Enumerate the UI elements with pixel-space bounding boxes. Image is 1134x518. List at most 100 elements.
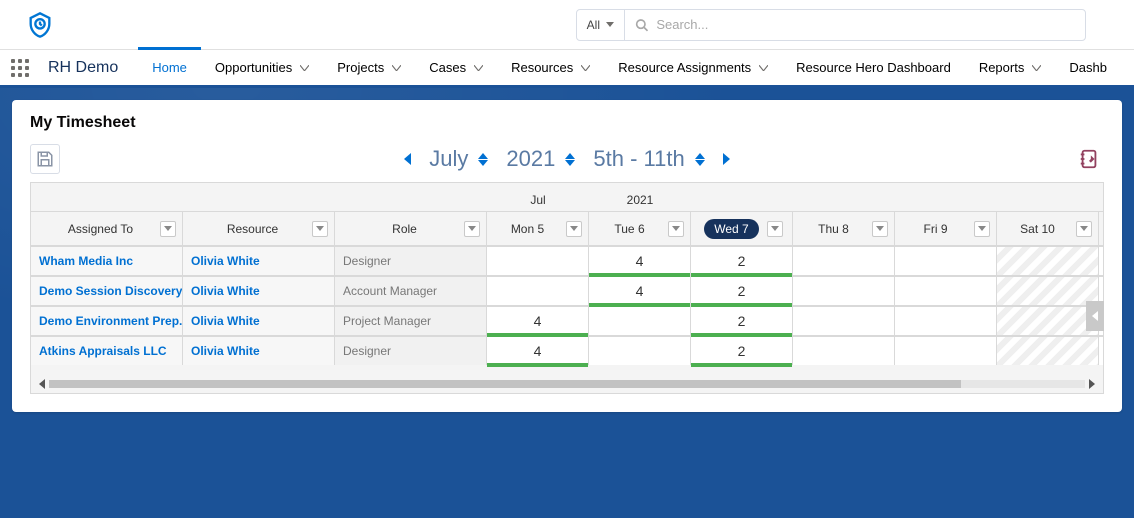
- timesheet-cell[interactable]: [997, 277, 1099, 305]
- column-header-label: Fri 9: [905, 222, 966, 236]
- timesheet-cell[interactable]: [793, 247, 895, 275]
- hscroll-right-button[interactable]: [1089, 379, 1095, 389]
- timesheet-cell[interactable]: [793, 307, 895, 335]
- period-next-button[interactable]: [723, 153, 730, 165]
- assigned-to-link[interactable]: Demo Environment Prep...: [31, 307, 183, 335]
- column-header-day[interactable]: Wed 7: [691, 212, 793, 245]
- notebook-icon: [1078, 148, 1100, 170]
- nav-tab-resource-assignments[interactable]: Resource Assignments: [604, 50, 782, 85]
- nav-tab-resource-hero-dashboard[interactable]: Resource Hero Dashboard: [782, 50, 965, 85]
- resource-link[interactable]: Olivia White: [183, 277, 335, 305]
- resource-link[interactable]: Olivia White: [183, 307, 335, 335]
- range-spinner[interactable]: [695, 153, 705, 166]
- search-scope-select[interactable]: All: [577, 10, 625, 40]
- chevron-down-icon: [1080, 226, 1088, 231]
- role-cell: Designer: [335, 337, 487, 365]
- assigned-to-link[interactable]: Demo Session Discovery: [31, 277, 183, 305]
- nav-tab-label: Projects: [337, 60, 384, 75]
- filter-button[interactable]: [1076, 221, 1092, 237]
- table-row: Wham Media IncOlivia WhiteDesigner 42: [31, 245, 1103, 275]
- column-header-day[interactable]: Mon 5: [487, 212, 589, 245]
- filter-button[interactable]: [160, 221, 176, 237]
- column-header-day[interactable]: Thu 8: [793, 212, 895, 245]
- timesheet-cell[interactable]: 4: [487, 337, 589, 365]
- column-header-role[interactable]: Role: [335, 212, 487, 245]
- timesheet-cell[interactable]: [997, 307, 1099, 335]
- timesheet-cell[interactable]: 2: [691, 277, 793, 305]
- timesheet-cell[interactable]: [997, 247, 1099, 275]
- timesheet-cell[interactable]: [895, 307, 997, 335]
- nav-tab-opportunities[interactable]: Opportunities: [201, 50, 323, 85]
- nav-tab-projects[interactable]: Projects: [323, 50, 415, 85]
- filter-button[interactable]: [767, 221, 783, 237]
- nav-tab-label: Resource Hero Dashboard: [796, 60, 951, 75]
- filter-button[interactable]: [974, 221, 990, 237]
- column-header-assigned-to[interactable]: Assigned To: [31, 212, 183, 245]
- resource-link[interactable]: Olivia White: [183, 247, 335, 275]
- nav-tab-reports[interactable]: Reports: [965, 50, 1056, 85]
- chevron-down-icon: [1032, 65, 1041, 71]
- role-cell: Designer: [335, 247, 487, 275]
- chevron-left-icon: [1092, 311, 1098, 321]
- filter-button[interactable]: [668, 221, 684, 237]
- chevron-down-icon: [474, 65, 483, 71]
- filter-button[interactable]: [464, 221, 480, 237]
- filter-button[interactable]: [872, 221, 888, 237]
- assigned-to-link[interactable]: Atkins Appraisals LLC: [31, 337, 183, 365]
- role-cell: Project Manager: [335, 307, 487, 335]
- column-header-day[interactable]: Sat 10: [997, 212, 1099, 245]
- nav-tab-home[interactable]: Home: [138, 50, 201, 85]
- waffle-icon: [11, 59, 29, 77]
- timesheet-cell[interactable]: [895, 337, 997, 365]
- settings-button[interactable]: [1074, 144, 1104, 174]
- timesheet-cell[interactable]: [793, 337, 895, 365]
- timesheet-cell[interactable]: [997, 337, 1099, 365]
- filter-button[interactable]: [312, 221, 328, 237]
- hscroll-track[interactable]: [49, 380, 1085, 388]
- period-range-label: 5th - 11th: [593, 146, 684, 172]
- search-input[interactable]: [656, 17, 1075, 32]
- timesheet-cell[interactable]: [793, 277, 895, 305]
- timesheet-cell[interactable]: [895, 277, 997, 305]
- period-month-label: July: [429, 146, 468, 172]
- column-header-day[interactable]: Fri 9: [895, 212, 997, 245]
- chevron-up-icon: [478, 153, 488, 159]
- timesheet-cell[interactable]: 4: [589, 247, 691, 275]
- column-header-resource[interactable]: Resource: [183, 212, 335, 245]
- month-spinner[interactable]: [478, 153, 488, 166]
- nav-tab-label: Dashb: [1069, 60, 1107, 75]
- timesheet-cell[interactable]: [895, 247, 997, 275]
- save-button[interactable]: [30, 144, 60, 174]
- hscroll-thumb[interactable]: [49, 380, 961, 388]
- column-header-label: Tue 6: [599, 222, 660, 236]
- timesheet-cell[interactable]: 2: [691, 307, 793, 335]
- timesheet-cell[interactable]: 4: [487, 307, 589, 335]
- grid-collapse-handle[interactable]: [1086, 301, 1104, 331]
- timesheet-cell[interactable]: [487, 277, 589, 305]
- timesheet-cell[interactable]: [487, 247, 589, 275]
- timesheet-cell[interactable]: [589, 307, 691, 335]
- nav-tab-label: Resource Assignments: [618, 60, 751, 75]
- timesheet-cell[interactable]: 2: [691, 337, 793, 365]
- resource-link[interactable]: Olivia White: [183, 337, 335, 365]
- nav-tab-resources[interactable]: Resources: [497, 50, 604, 85]
- app-launcher-button[interactable]: [0, 50, 40, 85]
- column-header-label: Resource: [193, 222, 312, 236]
- assigned-to-link[interactable]: Wham Media Inc: [31, 247, 183, 275]
- nav-tab-label: Reports: [979, 60, 1025, 75]
- chevron-down-icon: [581, 65, 590, 71]
- super-header-month: Jul: [487, 193, 589, 211]
- page-title: My Timesheet: [12, 110, 1122, 140]
- year-spinner[interactable]: [565, 153, 575, 166]
- app-logo-icon: [26, 11, 54, 39]
- hscroll-left-button[interactable]: [39, 379, 45, 389]
- timesheet-cell[interactable]: 4: [589, 277, 691, 305]
- chevron-down-icon: [570, 226, 578, 231]
- nav-tab-cases[interactable]: Cases: [415, 50, 497, 85]
- timesheet-cell[interactable]: [589, 337, 691, 365]
- nav-tab-dashb[interactable]: Dashb: [1055, 50, 1121, 85]
- timesheet-cell[interactable]: 2: [691, 247, 793, 275]
- filter-button[interactable]: [566, 221, 582, 237]
- column-header-day[interactable]: Tue 6: [589, 212, 691, 245]
- period-prev-button[interactable]: [404, 153, 411, 165]
